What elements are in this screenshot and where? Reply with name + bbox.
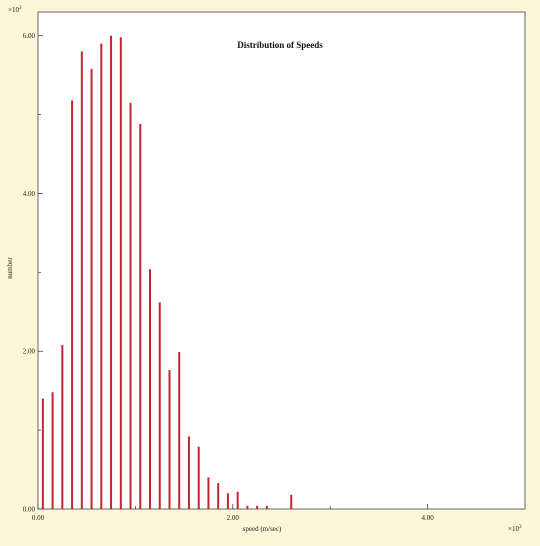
bar (256, 505, 259, 509)
bar (149, 269, 152, 509)
bar (71, 100, 74, 509)
bar (129, 102, 132, 509)
bar (61, 344, 64, 509)
x-axis-label: speed (m/sec) (243, 525, 282, 533)
bar (226, 493, 229, 509)
bar (158, 302, 161, 509)
bar (197, 446, 200, 509)
bar (178, 352, 181, 509)
bar (41, 398, 44, 509)
y-tick-label: 4.00 (23, 190, 36, 198)
bar (265, 505, 268, 509)
y-axis-label: number (6, 257, 14, 279)
chart-title: Distribution of Speeds (237, 40, 323, 50)
bar (236, 491, 239, 509)
axes-group: 0.00 2.00 4.00 6.00 0.00 2.00 4.00 (23, 32, 434, 522)
y-tick-label: 0.00 (23, 506, 36, 514)
bar (246, 505, 249, 509)
bar (51, 392, 54, 509)
bar (119, 37, 122, 509)
bar (217, 482, 220, 509)
y-axis-multiplier: ×103 (8, 6, 22, 14)
plot-area (37, 11, 526, 510)
bar (290, 494, 293, 509)
x-axis-multiplier: ×103 (508, 525, 522, 533)
bar (110, 35, 113, 510)
bar (168, 370, 171, 509)
bar (80, 51, 83, 509)
bar (207, 477, 210, 509)
bar (100, 43, 103, 510)
bars-group (41, 35, 293, 510)
bar (187, 436, 190, 509)
y-tick-label: 6.00 (23, 32, 36, 40)
bar (90, 68, 93, 510)
y-tick-label: 2.00 (23, 348, 36, 356)
x-tick-label: 4.00 (421, 514, 434, 522)
x-tick-label: 2.00 (227, 514, 240, 522)
x-tick-label: 0.00 (32, 514, 45, 522)
bar (139, 124, 142, 510)
